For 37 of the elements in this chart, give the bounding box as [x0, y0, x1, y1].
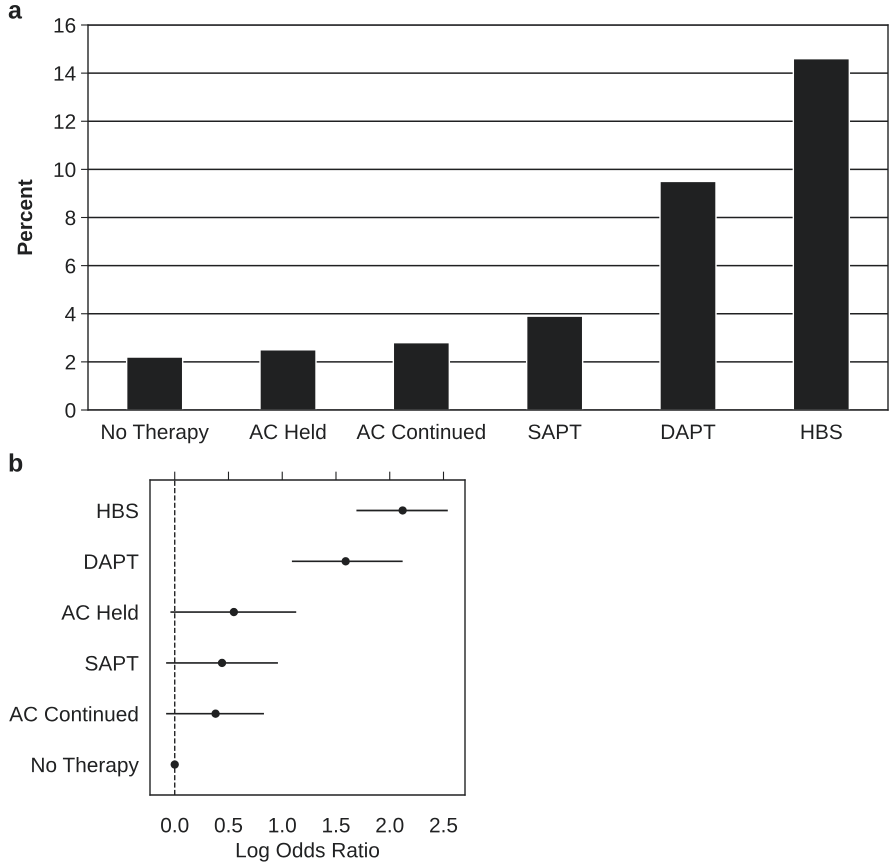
- y-tick-label: 12: [54, 114, 76, 129]
- x-tick-label: 1.5: [323, 818, 350, 833]
- x-tick-label: 0.5: [214, 818, 242, 833]
- x-tick-label: AC Held: [249, 424, 326, 440]
- y-tick-label: 6: [66, 258, 76, 274]
- x-tick-label: AC Continued: [356, 424, 485, 440]
- y-tick-label: AC Continued: [9, 706, 138, 722]
- y-tick-label: DAPT: [85, 554, 138, 569]
- y-tick-label: 2: [66, 354, 76, 370]
- point: [342, 557, 350, 566]
- x-tick-label: 1.0: [269, 818, 296, 833]
- x-tick-label: SAPT: [528, 424, 582, 440]
- point: [230, 608, 238, 616]
- x-tick-label: 2.5: [430, 818, 458, 833]
- x-tick-label: HBS: [802, 424, 842, 440]
- text: b: [10, 453, 22, 472]
- y-tick-label: 14: [54, 66, 76, 81]
- y-tick-label: 0: [65, 403, 76, 418]
- y-tick-label: HBS: [98, 503, 138, 518]
- y-tick-label: 4: [65, 306, 76, 322]
- y-tick-label: 16: [54, 18, 76, 33]
- y-tick-label: No Therapy: [32, 756, 139, 776]
- point: [170, 760, 179, 769]
- y-tick-label: AC Held: [61, 604, 138, 620]
- x-tick-label: No Therapy: [102, 424, 209, 444]
- y-tick-label: 10: [54, 162, 76, 178]
- point: [218, 658, 226, 668]
- y-tick-label: 8: [66, 210, 76, 226]
- x-axis-title: Log Odds Ratio: [236, 842, 380, 862]
- x-tick-label: DAPT: [662, 424, 716, 439]
- y-tick-label: SAPT: [85, 656, 138, 671]
- y-axis-title: Percent: [18, 180, 32, 254]
- text: a: [8, 5, 22, 19]
- point: [398, 506, 407, 515]
- x-tick-label: 0.0: [161, 818, 188, 833]
- x-tick-label: 2.0: [376, 818, 404, 833]
- point: [211, 710, 220, 718]
